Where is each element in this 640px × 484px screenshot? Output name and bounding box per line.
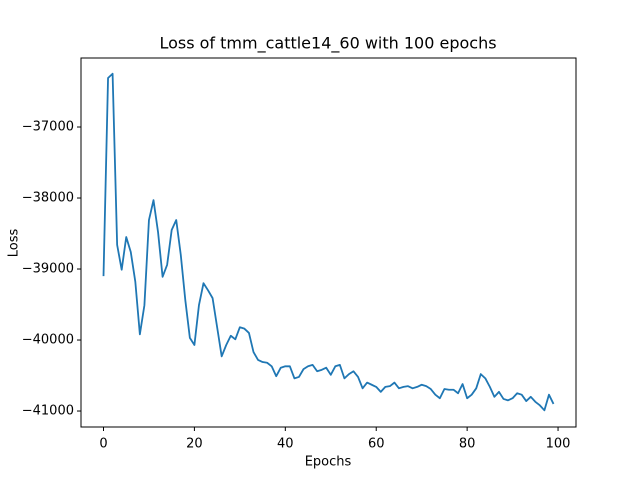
- x-tick-label: 40: [277, 437, 294, 452]
- y-axis-label: Loss: [7, 229, 22, 258]
- x-tick-label: 80: [459, 437, 476, 452]
- y-tick-label: −41000: [22, 404, 74, 419]
- x-tick-label: 60: [368, 437, 385, 452]
- y-tick-label: −39000: [22, 262, 74, 277]
- x-tick-label: 100: [546, 437, 571, 452]
- chart-title: Loss of tmm_cattle14_60 with 100 epochs: [159, 34, 496, 54]
- x-tick-label: 20: [186, 437, 203, 452]
- y-tick-label: −40000: [22, 333, 74, 348]
- axes-frame: [80, 57, 577, 428]
- y-tick-label: −37000: [22, 120, 74, 135]
- loss-line: [102, 72, 555, 412]
- y-tick-label: −38000: [22, 191, 74, 206]
- x-tick-label: 0: [99, 437, 107, 452]
- x-axis-label: Epochs: [305, 455, 352, 470]
